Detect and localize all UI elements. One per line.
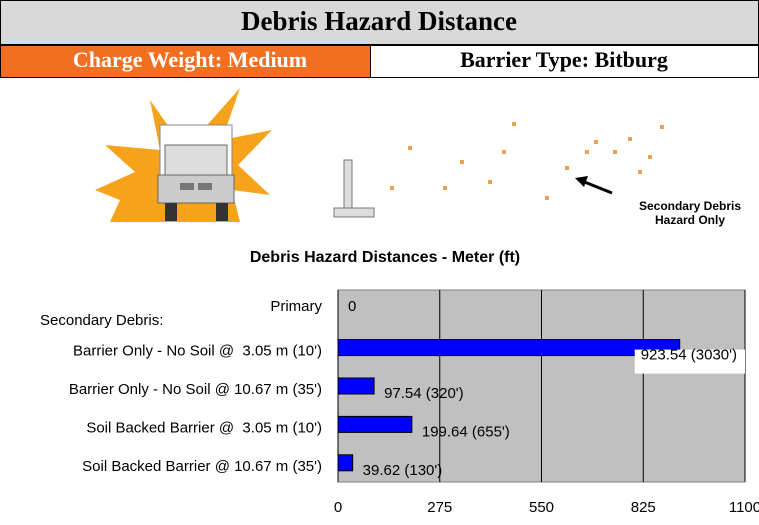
bar xyxy=(337,415,413,433)
y-tick-label: Primary xyxy=(270,298,322,315)
chart-title: Debris Hazard Distances - Meter (ft) xyxy=(250,249,520,266)
barrier-type: Barrier Type: Bitburg xyxy=(460,47,668,72)
x-tick-label: 275 xyxy=(427,499,452,516)
y-tick-label: Soil Backed Barrier @ 10.67 m (35') xyxy=(82,458,322,475)
illustration xyxy=(95,88,664,222)
group-label: Secondary Debris: xyxy=(40,312,163,329)
charge-weight: Charge Weight: Medium xyxy=(73,47,307,72)
y-tick-label: Barrier Only - No Soil @ 3.05 m (10') xyxy=(73,343,322,360)
x-tick-label: 825 xyxy=(631,499,656,516)
x-tick-label: 1100 xyxy=(729,499,759,516)
x-tick-label: 0 xyxy=(334,499,342,516)
value-label: 39.62 (130') xyxy=(363,462,443,479)
bar xyxy=(337,377,375,395)
charge-box xyxy=(0,45,371,78)
value-label: 0 xyxy=(348,298,356,315)
title-bar xyxy=(0,0,759,45)
debris-label: Hazard Only xyxy=(655,213,725,227)
debris-label: Secondary Debris xyxy=(639,199,741,213)
value-label: 923.54 (3030') xyxy=(641,347,737,364)
y-tick-label: Soil Backed Barrier @ 3.05 m (10') xyxy=(86,419,322,436)
chart: 0 275 550 825 1100 Primary 0 Barrier Only - No … xyxy=(69,290,759,516)
bar xyxy=(337,339,681,357)
x-tick-label: 550 xyxy=(529,499,554,516)
y-tick-label: Barrier Only - No Soil @ 10.67 m (35') xyxy=(69,381,322,398)
value-label-bg xyxy=(634,349,745,374)
value-label: 97.54 (320') xyxy=(384,385,464,402)
page-title: Debris Hazard Distance xyxy=(241,6,517,36)
value-label: 199.64 (655') xyxy=(422,423,510,440)
barrier-box xyxy=(370,45,759,78)
bar xyxy=(337,454,354,472)
